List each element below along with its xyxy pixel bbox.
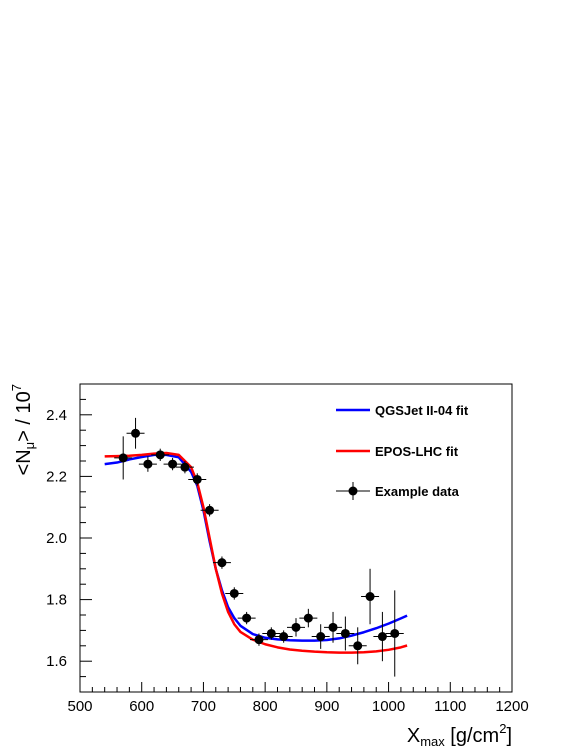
y-tick-label: 1.6 [46, 653, 67, 670]
data-point [291, 622, 301, 632]
data-point [217, 558, 227, 568]
x-tick-label: 700 [191, 698, 216, 715]
data-point [316, 632, 326, 642]
y-tick-label: 2.0 [46, 530, 67, 547]
x-tick-label: 500 [67, 698, 92, 715]
data-point [168, 459, 178, 469]
data-point [328, 622, 338, 632]
legend-label-epos: EPOS-LHC fit [375, 444, 459, 459]
data-point [365, 592, 375, 602]
data-point [390, 628, 400, 638]
legend-label-qgsjet: QGSJet II-04 fit [375, 403, 469, 418]
x-axis-title: Xmax [g/cm2] [407, 721, 512, 749]
y-axis-ticks: 1.6 1.8 2.0 2.2 2.4 [46, 383, 92, 693]
x-tick-label: 1000 [372, 698, 405, 715]
plot-frame [79, 383, 513, 693]
data-point [254, 635, 264, 645]
series-line-0 [104, 453, 408, 642]
y-tick-label: 2.4 [46, 407, 67, 424]
y-tick-label: 2.2 [46, 468, 67, 485]
data-point [340, 628, 350, 638]
data-point [205, 505, 215, 515]
data-point [279, 632, 289, 642]
legend-marker-data [348, 486, 358, 496]
data-point [155, 450, 165, 460]
data-point [118, 453, 128, 463]
data-point [377, 632, 387, 642]
legend-label-data: Example data [375, 484, 460, 499]
x-tick-label: 800 [253, 698, 278, 715]
series-layer [104, 417, 408, 677]
x-tick-label: 900 [314, 698, 339, 715]
series-line-1 [104, 451, 408, 654]
data-point [229, 588, 239, 598]
data-point [192, 474, 202, 484]
data-point [180, 462, 190, 472]
data-point [266, 628, 276, 638]
x-tick-label: 600 [129, 698, 154, 715]
x-tick-label: 1100 [434, 698, 466, 715]
y-axis-title: <Nμ> / 107 [9, 384, 37, 475]
legend: QGSJet II-04 fit EPOS-LHC fit Example da… [336, 403, 469, 500]
x-tick-label: 1200 [495, 698, 528, 715]
data-point [242, 613, 252, 623]
data-point [353, 641, 363, 651]
data-point [131, 428, 141, 438]
data-point [303, 613, 313, 623]
y-tick-label: 1.8 [46, 592, 67, 609]
data-point [143, 459, 153, 469]
x-axis-ticks: 500 600 700 800 900 1000 1100 1200 [67, 682, 529, 715]
